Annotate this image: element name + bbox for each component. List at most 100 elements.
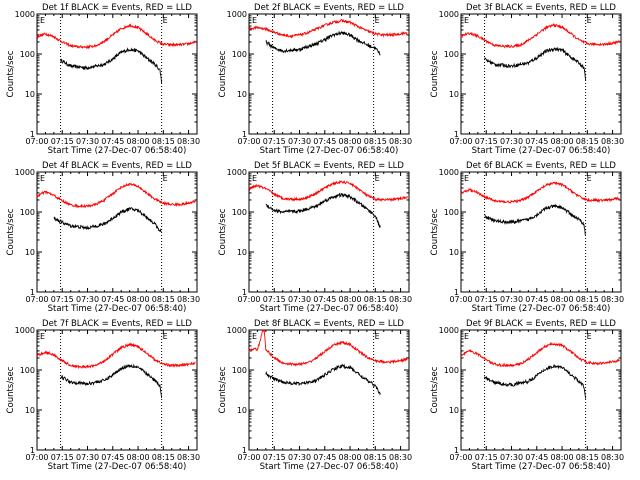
x-tick-label: 08:00 (551, 295, 574, 304)
plot-frame (36, 329, 198, 451)
panel-title: Det 5f BLACK = Events, RED = LLD (254, 161, 404, 171)
x-tick-label: 07:30 (288, 295, 311, 304)
y-tick-label: 10 (237, 248, 247, 257)
y-tick-label: 100 (232, 366, 247, 375)
y-tick-label: 1 (242, 446, 247, 455)
chart-panel-8: Det 8f BLACK = Events, RED = LLD 1 10 100 10… (218, 319, 412, 472)
x-tick-label: 08:00 (551, 453, 574, 462)
y-axis-label: Counts/sec (218, 366, 228, 413)
y-tick-label: 1 (30, 288, 35, 297)
y-tick-label: 1 (242, 130, 247, 139)
lld-series-line (36, 182, 196, 209)
lld-series-line (248, 18, 408, 39)
event-marker-glyph: E (375, 16, 380, 25)
x-axis-label: Start Time (27-Dec-07 06:58:40) (48, 146, 187, 156)
y-tick-label: 1000 (15, 10, 35, 19)
event-marker-glyph: E (252, 16, 257, 25)
events-series-line (60, 47, 163, 84)
chart-panel-7: Det 7f BLACK = Events, RED = LLD 1 10 100 10… (6, 319, 200, 472)
y-axis-label: Counts/sec (430, 50, 440, 97)
plot-frame (248, 329, 410, 451)
x-tick-label: 08:30 (389, 137, 412, 146)
x-tick-label: 07:00 (237, 453, 260, 462)
plot-frame (36, 13, 198, 135)
chart-panel-5: Det 5f BLACK = Events, RED = LLD 1 10 100 10… (218, 161, 412, 314)
events-series-line (484, 363, 587, 399)
plot-frame (460, 13, 622, 135)
event-marker-glyph: E (163, 332, 168, 341)
events-series-line (484, 203, 586, 236)
x-tick-label: 07:00 (237, 137, 260, 146)
x-tick-label: 07:15 (51, 453, 74, 462)
x-tick-label: 08:00 (127, 137, 150, 146)
y-tick-label: 100 (444, 366, 459, 375)
event-marker-glyph: E (40, 174, 45, 183)
x-tick-label: 07:15 (263, 137, 286, 146)
event-marker-glyph: E (464, 174, 469, 183)
plot-frame (248, 171, 410, 293)
y-tick-label: 10 (25, 90, 35, 99)
x-tick-label: 08:30 (177, 295, 200, 304)
y-tick-label: 1000 (227, 326, 247, 335)
x-tick-label: 07:00 (449, 453, 472, 462)
y-axis-label: Counts/sec (6, 208, 16, 255)
panel-title: Det 3f BLACK = Events, RED = LLD (466, 3, 616, 13)
plot-frame (248, 13, 410, 135)
x-tick-label: 07:30 (500, 453, 523, 462)
y-tick-label: 10 (449, 248, 459, 257)
x-tick-label: 08:00 (339, 453, 362, 462)
lld-series-line (460, 181, 620, 204)
lld-series-line (36, 342, 196, 370)
x-tick-label: 07:15 (51, 137, 74, 146)
x-tick-label: 08:00 (127, 295, 150, 304)
panel-title: Det 4f BLACK = Events, RED = LLD (42, 161, 192, 171)
x-tick-label: 07:15 (51, 295, 74, 304)
x-tick-label: 07:30 (500, 137, 523, 146)
event-marker-glyph: E (252, 174, 257, 183)
y-tick-label: 1000 (15, 326, 35, 335)
y-tick-label: 10 (25, 406, 35, 415)
y-axis-label: Counts/sec (218, 208, 228, 255)
y-tick-label: 1000 (15, 168, 35, 177)
events-series-line (265, 363, 381, 396)
events-series-line (265, 192, 381, 229)
y-tick-label: 100 (444, 50, 459, 59)
x-axis-label: Start Time (27-Dec-07 06:58:40) (48, 304, 187, 314)
event-marker-glyph: E (375, 174, 380, 183)
y-axis-label: Counts/sec (218, 50, 228, 97)
y-tick-label: 1000 (227, 168, 247, 177)
y-tick-label: 1 (454, 288, 459, 297)
x-tick-label: 07:00 (25, 295, 48, 304)
x-tick-label: 07:30 (76, 453, 99, 462)
y-tick-label: 1 (454, 446, 459, 455)
y-tick-label: 100 (20, 208, 35, 217)
x-tick-label: 08:15 (152, 453, 175, 462)
x-tick-label: 08:15 (576, 453, 599, 462)
lld-series-line (248, 329, 408, 367)
events-series-line (60, 363, 163, 398)
plot-frame (460, 171, 622, 293)
x-axis-label: Start Time (27-Dec-07 06:58:40) (472, 462, 611, 472)
panel-title: Det 6f BLACK = Events, RED = LLD (466, 161, 616, 171)
chart-panel-4: Det 4f BLACK = Events, RED = LLD 1 10 100 10… (6, 161, 200, 314)
plot-frame (460, 329, 622, 451)
chart-panel-2: Det 2f BLACK = Events, RED = LLD 1 10 100 10… (218, 3, 412, 156)
y-tick-label: 10 (25, 248, 35, 257)
x-tick-label: 07:15 (475, 137, 498, 146)
y-tick-label: 1 (30, 446, 35, 455)
x-axis-label: Start Time (27-Dec-07 06:58:40) (472, 146, 611, 156)
event-marker-glyph: E (464, 332, 469, 341)
x-tick-label: 08:30 (601, 137, 624, 146)
x-tick-label: 07:30 (288, 137, 311, 146)
x-axis-label: Start Time (27-Dec-07 06:58:40) (260, 146, 399, 156)
chart-panel-9: Det 9f BLACK = Events, RED = LLD 1 10 100 10… (430, 319, 624, 472)
x-axis-label: Start Time (27-Dec-07 06:58:40) (472, 304, 611, 314)
x-tick-label: 07:45 (525, 137, 548, 146)
x-tick-label: 07:45 (525, 453, 548, 462)
y-axis-label: Counts/sec (6, 50, 16, 97)
y-axis-label: Counts/sec (430, 366, 440, 413)
event-marker-glyph: E (587, 174, 592, 183)
x-tick-label: 08:15 (364, 453, 387, 462)
panel-title: Det 8f BLACK = Events, RED = LLD (254, 319, 404, 329)
event-marker-glyph: E (40, 332, 45, 341)
